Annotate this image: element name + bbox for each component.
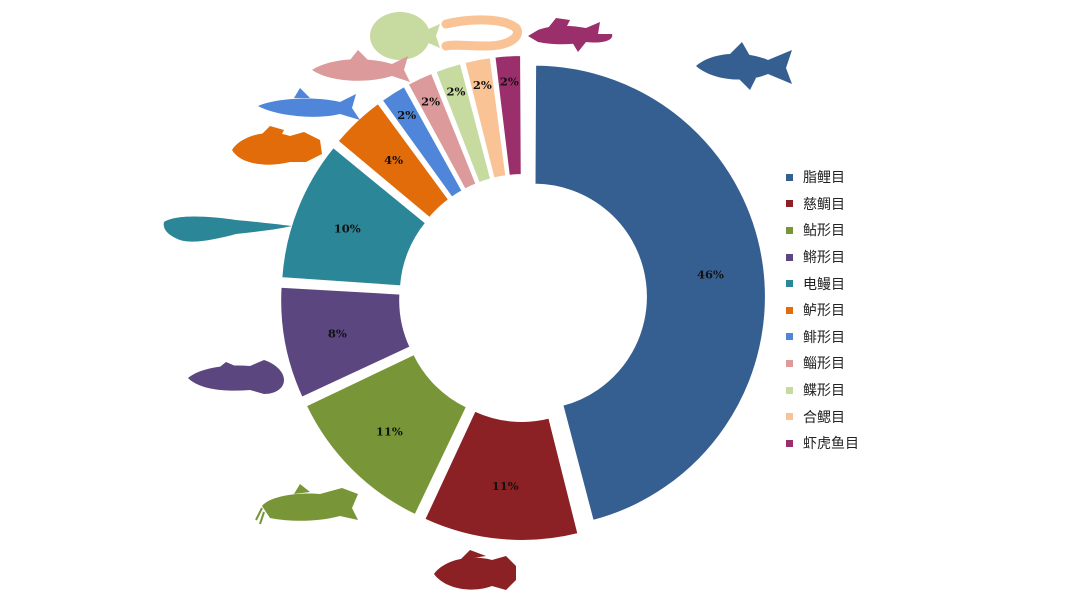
legend-item: 合鳃目 [786, 403, 859, 430]
mullet-fish-icon [312, 50, 410, 82]
slice-4 [279, 285, 412, 400]
legend-item: 鳉形目 [786, 244, 859, 271]
legend-swatch [786, 333, 793, 341]
legend-label: 鲻形目 [803, 356, 845, 373]
legend-swatch [786, 439, 793, 447]
legend-item: 电鳗目 [786, 270, 859, 297]
legend-label: 鳉形目 [803, 250, 845, 267]
legend-label: 鲇形目 [803, 223, 845, 240]
slice-11 [493, 54, 523, 177]
slice-8-label: 2% [421, 95, 440, 109]
catfish-icon [262, 484, 358, 521]
legend-label: 鲽形目 [803, 383, 845, 400]
goby-fish-icon [528, 18, 613, 52]
legend-label: 鲈形目 [803, 303, 845, 320]
slice-2 [422, 409, 580, 542]
slice-4-label: 8% [328, 326, 347, 340]
legend-swatch [786, 173, 793, 181]
slice-9-label: 2% [446, 85, 465, 99]
cichlid-fish-icon [434, 550, 516, 590]
legend-item: 慈鲷目 [786, 191, 859, 218]
legend-item: 鲇形目 [786, 217, 859, 244]
slice-3-label: 11% [376, 425, 403, 439]
slice-1-label: 46% [697, 267, 724, 281]
donut-slices [279, 54, 767, 542]
herring-fish-icon [258, 88, 360, 120]
slice-6-label: 4% [384, 153, 403, 167]
legend-item: 鲻形目 [786, 350, 859, 377]
legend-label: 脂鲤目 [803, 170, 845, 187]
slice-10 [463, 56, 508, 180]
slice-3 [304, 352, 469, 517]
slice-11-label: 2% [500, 74, 519, 88]
legend-item: 鲈形目 [786, 297, 859, 324]
slice-5-label: 10% [334, 221, 361, 235]
slice-7-label: 2% [397, 108, 416, 122]
legend-swatch [786, 386, 793, 394]
slice-9 [434, 61, 493, 185]
slice-labels: 46% 11% 11% 8% 10% 4% 2% 2% 2% 2% 2% [328, 74, 724, 493]
legend-swatch [786, 226, 793, 234]
legend-label: 电鳗目 [803, 276, 845, 293]
flatfish-icon [370, 12, 440, 60]
legend-item: 脂鲤目 [786, 164, 859, 191]
legend-swatch [786, 253, 793, 261]
killifish-icon [188, 360, 284, 394]
slice-2-label: 11% [492, 479, 519, 493]
legend-label: 虾虎鱼目 [803, 436, 859, 453]
knifefish-icon [163, 216, 292, 242]
slice-1 [533, 63, 767, 523]
slice-5 [280, 145, 428, 288]
legend-item: 虾虎鱼目 [786, 430, 859, 457]
slice-6 [336, 101, 451, 220]
legend-label: 慈鲷目 [803, 196, 845, 213]
legend-swatch [786, 306, 793, 314]
legend-item: 鲽形目 [786, 377, 859, 404]
legend-label: 鲱形目 [803, 329, 845, 346]
legend-swatch [786, 200, 793, 208]
legend-swatch [786, 280, 793, 288]
slice-10-label: 2% [473, 78, 492, 92]
slice-7 [380, 84, 464, 200]
legend-item: 鲱形目 [786, 324, 859, 351]
swamp-eel-icon [441, 15, 522, 51]
catfish-barbel-icon [255, 507, 265, 525]
perch-fish-icon [232, 126, 322, 165]
legend-swatch [786, 413, 793, 421]
legend-swatch [786, 359, 793, 367]
chart-legend: 脂鲤目 慈鲷目 鲇形目 鳉形目 电鳗目 鲈形目 鲱形目 鲻形目 鲽形目 合鳃目 … [786, 164, 859, 457]
slice-8 [406, 71, 478, 191]
characin-fish-icon [696, 42, 792, 90]
legend-label: 合鳃目 [803, 409, 845, 426]
fish-silhouettes [163, 12, 792, 590]
